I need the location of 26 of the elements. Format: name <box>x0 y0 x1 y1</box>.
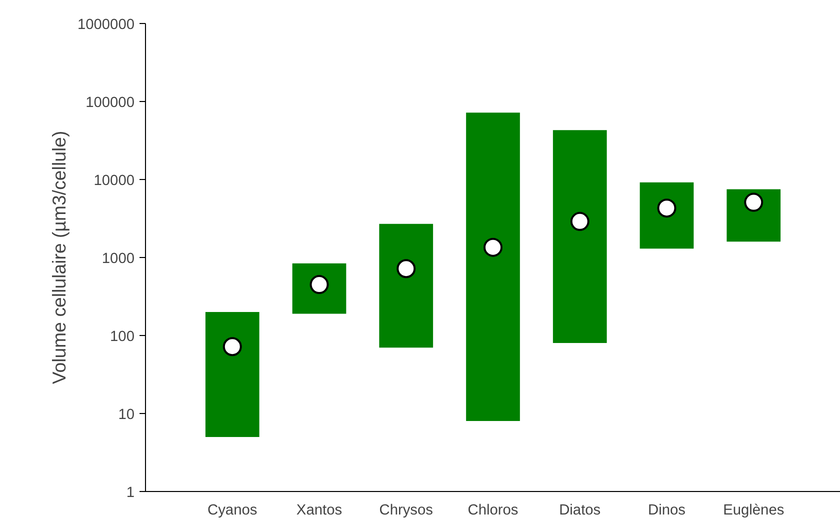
point <box>222 337 242 356</box>
point <box>484 238 502 257</box>
x-tick-label: Dinos <box>648 502 686 518</box>
bar <box>466 112 520 422</box>
bar <box>552 130 607 344</box>
x-tick-label: Cyanos <box>208 502 258 518</box>
x-tick-label: Euglènes <box>723 502 784 518</box>
x-tick-label: Chloros <box>468 502 518 518</box>
y-tick-label: 100000 <box>86 95 135 111</box>
y-tick-label: 10000 <box>94 173 135 189</box>
point <box>744 192 764 212</box>
x-tick-label: Diatos <box>559 502 601 518</box>
point <box>396 259 416 278</box>
x-tick-label: Xantos <box>296 502 342 518</box>
bar <box>726 189 781 242</box>
y-axis-title: Volume cellulaire (µm3/cellule) <box>48 130 70 384</box>
x-tick-label: Chrysos <box>379 502 434 518</box>
y-tick-label: 10 <box>118 407 135 423</box>
y-tick-label: 100 <box>110 329 135 345</box>
bar <box>640 182 694 249</box>
y-tick-label: 1 <box>126 485 135 501</box>
y-tick-label: 1000000 <box>77 17 135 33</box>
bar <box>379 224 434 348</box>
y-tick-label: 1000 <box>102 251 135 267</box>
bar <box>205 312 260 437</box>
point <box>570 212 590 231</box>
